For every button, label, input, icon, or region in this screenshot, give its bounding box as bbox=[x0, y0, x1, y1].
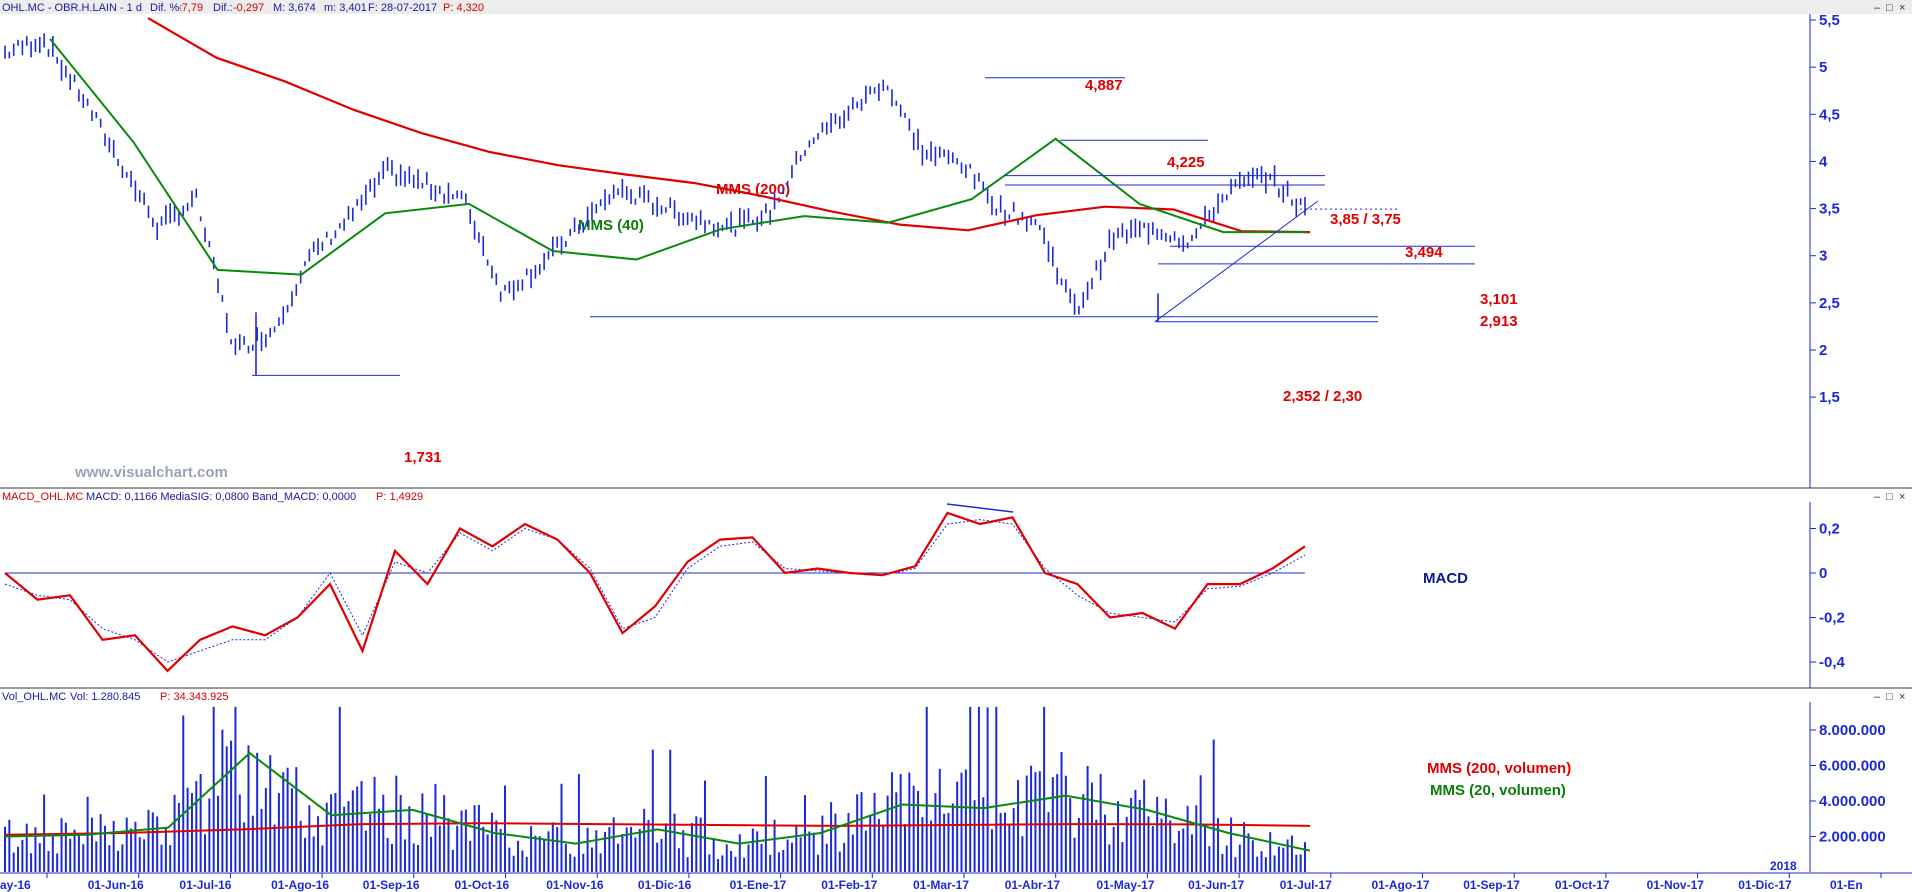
x-tick-label: 01-Dic-16 bbox=[638, 878, 692, 892]
x-tick-label: 01-Jun-17 bbox=[1188, 878, 1244, 892]
price-ytick-label: 1,5 bbox=[1819, 389, 1840, 406]
price-header-date: F: 28-07-2017 bbox=[368, 2, 437, 14]
level-label-3494: 3,494 bbox=[1405, 244, 1443, 261]
macd-header-p: P: 1,4929 bbox=[376, 491, 423, 503]
mms40-annotation: MMS (40) bbox=[578, 217, 644, 234]
price-header-max: M: 3,674 bbox=[273, 2, 316, 14]
close-icon[interactable]: × bbox=[1899, 2, 1905, 14]
price-ytick-label: 3,5 bbox=[1819, 201, 1840, 218]
x-tick-label: 01-Jun-16 bbox=[88, 878, 144, 892]
x-tick-label: 01-Dic-17 bbox=[1738, 878, 1792, 892]
volume-legend-mms200: MMS (200, volumen) bbox=[1427, 760, 1571, 777]
macd-ytick-label: -0,2 bbox=[1819, 610, 1845, 627]
price-ytick-label: 2 bbox=[1819, 342, 1827, 359]
volume-window-buttons[interactable]: – □ × bbox=[1874, 691, 1905, 703]
price-ytick-label: 4,5 bbox=[1819, 106, 1840, 123]
x-tick-label: 01-Feb-17 bbox=[821, 878, 877, 892]
volume-mms200-line bbox=[4, 822, 1311, 836]
close-icon[interactable]: × bbox=[1899, 691, 1905, 703]
x-tick-label: 01-May-17 bbox=[1096, 878, 1154, 892]
price-ytick-label: 5 bbox=[1819, 59, 1827, 76]
x-tick-label: 01-Ago-16 bbox=[271, 878, 329, 892]
volume-ytick-label: 4.000.000 bbox=[1819, 793, 1886, 810]
macd-signal-line bbox=[4, 519, 1306, 663]
volume-legend-mms20: MMS (20, volumen) bbox=[1430, 782, 1566, 799]
price-header-dif: -0,297 bbox=[233, 2, 264, 14]
mms200-annotation: MMS (200) bbox=[716, 181, 790, 198]
price-window-buttons[interactable]: – □ × bbox=[1874, 2, 1905, 14]
volume-ytick-label: 6.000.000 bbox=[1819, 758, 1886, 775]
watermark: www.visualchart.com bbox=[74, 464, 228, 481]
level-label-3101: 3,101 bbox=[1480, 291, 1518, 308]
axes-labels: 5,5 5 4,5 4 3,5 3 2,5 2 1,5 0,2 0 -0,2 -0,4 8.000.000… bbox=[0, 12, 1886, 892]
price-ytick-label: 4 bbox=[1819, 153, 1828, 170]
price-panel bbox=[4, 17, 1475, 376]
macd-ytick-label: 0 bbox=[1819, 565, 1827, 582]
macd-header-bar bbox=[0, 489, 1912, 502]
macd-ytick-label: -0,4 bbox=[1819, 654, 1846, 671]
x-tick-label: 01-Jul-17 bbox=[1280, 878, 1332, 892]
macd-divergence-line bbox=[946, 503, 1014, 513]
x-tick-label: 01-Ago-17 bbox=[1372, 878, 1430, 892]
level-label-4887: 4,887 bbox=[1085, 77, 1123, 94]
price-header-bar bbox=[0, 0, 1912, 14]
level-label-385-375: 3,85 / 3,75 bbox=[1330, 211, 1401, 228]
maximize-icon[interactable]: □ bbox=[1886, 691, 1893, 703]
level-label-2913: 2,913 bbox=[1480, 313, 1518, 330]
volume-header-p: P: 34.343.925 bbox=[160, 691, 229, 703]
x-tick-label: 01-Ene-17 bbox=[730, 878, 787, 892]
x-tick-label: 01-Mar-17 bbox=[913, 878, 969, 892]
price-ytick-label: 5,5 bbox=[1819, 12, 1840, 29]
price-ytick-label: 3 bbox=[1819, 248, 1827, 265]
minimize-icon[interactable]: – bbox=[1874, 2, 1881, 14]
macd-header-values: MACD: 0,1166 MediaSIG: 0,0800 Band_MACD:… bbox=[86, 491, 356, 503]
price-header-p: P: 4,320 bbox=[443, 2, 484, 14]
x-tick-label: 01-Jul-16 bbox=[179, 878, 231, 892]
close-icon[interactable]: × bbox=[1899, 491, 1905, 503]
x-tick-label: 01-Nov-17 bbox=[1647, 878, 1705, 892]
macd-title: MACD bbox=[1423, 570, 1468, 587]
x-tick-label: 01-Sep-16 bbox=[363, 878, 420, 892]
macd-ytick-label: 0,2 bbox=[1819, 521, 1840, 538]
volume-header-values: Vol: 1.280.845 bbox=[70, 691, 140, 703]
volume-header-symbol: Vol_OHL.MC bbox=[2, 691, 66, 703]
price-header-difpct: -7,79 bbox=[178, 2, 203, 14]
volume-ytick-label: 8.000.000 bbox=[1819, 722, 1886, 739]
price-header-min: m: 3,401 bbox=[324, 2, 367, 14]
x-tick-label: 01-Nov-16 bbox=[546, 878, 604, 892]
maximize-icon[interactable]: □ bbox=[1886, 2, 1893, 14]
macd-window-buttons[interactable]: – □ × bbox=[1874, 491, 1905, 503]
macd-line bbox=[4, 511, 1306, 673]
x-tick-label: 01-En bbox=[1830, 878, 1863, 892]
volume-mms20-line bbox=[4, 751, 1311, 852]
x-tick-label: 01-Oct-16 bbox=[455, 878, 510, 892]
price-header-difpct-label: Dif. %: bbox=[150, 2, 182, 14]
x-tick-label: 01-Abr-17 bbox=[1005, 878, 1061, 892]
price-ytick-label: 2,5 bbox=[1819, 295, 1840, 312]
minimize-icon[interactable]: – bbox=[1874, 491, 1881, 503]
volume-panel bbox=[4, 706, 1311, 872]
maximize-icon[interactable]: □ bbox=[1886, 491, 1893, 503]
volume-ytick-label: 2.000.000 bbox=[1819, 829, 1886, 846]
level-label-1731: 1,731 bbox=[404, 449, 442, 466]
x-tick-label: 01-Sep-17 bbox=[1463, 878, 1520, 892]
macd-panel bbox=[4, 503, 1306, 673]
price-header-symbol: OHL.MC - OBR.H.LAIN - 1 d bbox=[2, 2, 142, 14]
x-year-label: 2018 bbox=[1770, 859, 1797, 873]
macd-header-symbol: MACD_OHL.MC bbox=[2, 491, 83, 503]
level-label-4225: 4,225 bbox=[1167, 154, 1205, 171]
trendline-support bbox=[1154, 200, 1319, 323]
mms200-line bbox=[147, 17, 1311, 234]
level-label-2352-230: 2,352 / 2,30 bbox=[1283, 388, 1362, 405]
x-tick-label: ay-16 bbox=[0, 878, 31, 892]
x-tick-label: 01-Oct-17 bbox=[1555, 878, 1610, 892]
price-header-dif-label: Dif.: bbox=[213, 2, 233, 14]
minimize-icon[interactable]: – bbox=[1874, 691, 1881, 703]
volume-header-bar bbox=[0, 689, 1912, 702]
mms40-line bbox=[49, 38, 1307, 276]
